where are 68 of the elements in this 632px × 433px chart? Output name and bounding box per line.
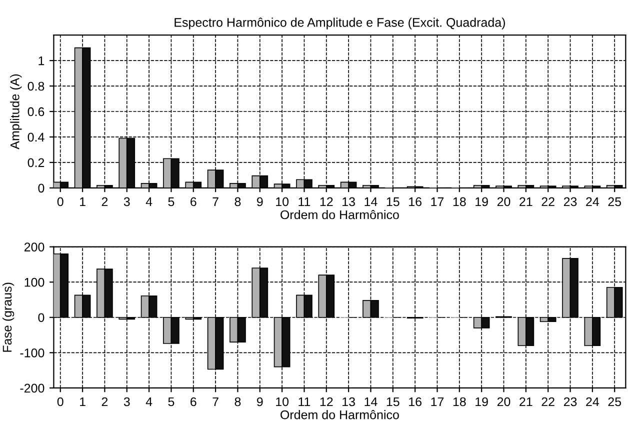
x-tick-label: 11 xyxy=(298,397,310,406)
x-tick-label: 25 xyxy=(608,197,622,206)
y-tick-label: 200 xyxy=(24,242,44,252)
chart-title: Espectro Harmônico de Amplitude e Fase (Excit. Quadrada) xyxy=(174,18,505,30)
x-tick-label: 11 xyxy=(298,197,310,206)
x-tick-label: 25 xyxy=(608,397,622,406)
x-tick-label: 13 xyxy=(342,197,355,206)
x-tick-label: 6 xyxy=(190,197,196,206)
x-tick-label: 15 xyxy=(386,197,400,206)
x-tick-label: 3 xyxy=(124,197,130,206)
x-tick-label: 8 xyxy=(234,197,241,206)
x-tick-label: 13 xyxy=(342,397,355,406)
y-tick-label: -200 xyxy=(20,384,44,393)
y-tick-label: 0.6 xyxy=(28,107,44,116)
x-tick-label: 4 xyxy=(146,197,152,206)
x-tick-label: 3 xyxy=(124,397,130,406)
x-tick-label: 18 xyxy=(453,397,466,406)
x-tick-label: 12 xyxy=(320,397,333,406)
x-tick-label: 10 xyxy=(276,397,289,406)
x-tick-label: 0 xyxy=(57,197,64,206)
x-tick-label: 7 xyxy=(212,397,218,406)
x-tick-label: 14 xyxy=(364,397,378,406)
x-tick-label: 24 xyxy=(586,197,600,206)
x-tick-label: 21 xyxy=(520,397,532,406)
x-tick-label: 5 xyxy=(168,397,174,406)
y-tick-label: 0 xyxy=(38,184,44,193)
x-tick-label: 15 xyxy=(386,397,400,406)
y-axis-title: Fase (graus) xyxy=(2,282,14,352)
x-tick-label: 2 xyxy=(102,197,108,206)
x-tick-label: 17 xyxy=(431,397,444,406)
x-tick-label: 22 xyxy=(542,397,554,406)
y-tick-label: 1 xyxy=(38,56,44,66)
x-tick-label: 1 xyxy=(80,197,86,206)
y-tick-label: 0.2 xyxy=(28,158,44,168)
x-tick-label: 2 xyxy=(102,397,108,406)
x-tick-label: 0 xyxy=(57,397,64,406)
y-tick-label: 0.4 xyxy=(28,132,44,142)
y-tick-label: 100 xyxy=(24,278,44,287)
y-tick-label: 0 xyxy=(38,313,44,322)
x-tick-label: 14 xyxy=(364,197,378,206)
x-tick-label: 4 xyxy=(146,397,152,406)
y-tick-label: -100 xyxy=(20,348,44,358)
x-tick-label: 5 xyxy=(168,197,174,206)
x-tick-label: 16 xyxy=(409,397,422,406)
x-tick-label: 20 xyxy=(497,197,510,206)
x-axis-title: Ordem do Harmônico xyxy=(280,410,399,420)
x-tick-label: 18 xyxy=(453,197,466,206)
x-tick-label: 20 xyxy=(497,397,510,406)
x-tick-label: 9 xyxy=(257,197,263,206)
x-tick-label: 8 xyxy=(234,397,241,406)
x-tick-label: 10 xyxy=(276,197,289,206)
x-tick-label: 23 xyxy=(564,397,577,406)
x-tick-label: 12 xyxy=(320,197,333,206)
x-tick-label: 6 xyxy=(190,397,196,406)
x-tick-label: 19 xyxy=(476,197,488,206)
x-tick-label: 16 xyxy=(409,197,422,206)
x-tick-label: 23 xyxy=(564,197,577,206)
x-tick-label: 17 xyxy=(431,197,444,206)
x-tick-label: 19 xyxy=(476,397,488,406)
x-tick-label: 9 xyxy=(257,397,263,406)
x-tick-label: 1 xyxy=(80,397,86,406)
x-tick-label: 21 xyxy=(520,197,532,206)
x-tick-label: 22 xyxy=(542,197,554,206)
y-axis-title: Amplitude (A) xyxy=(10,74,22,150)
y-tick-label: 0.8 xyxy=(28,82,44,91)
x-tick-label: 7 xyxy=(212,197,218,206)
x-tick-label: 24 xyxy=(586,397,600,406)
x-axis-title: Ordem do Harmônico xyxy=(280,210,399,220)
